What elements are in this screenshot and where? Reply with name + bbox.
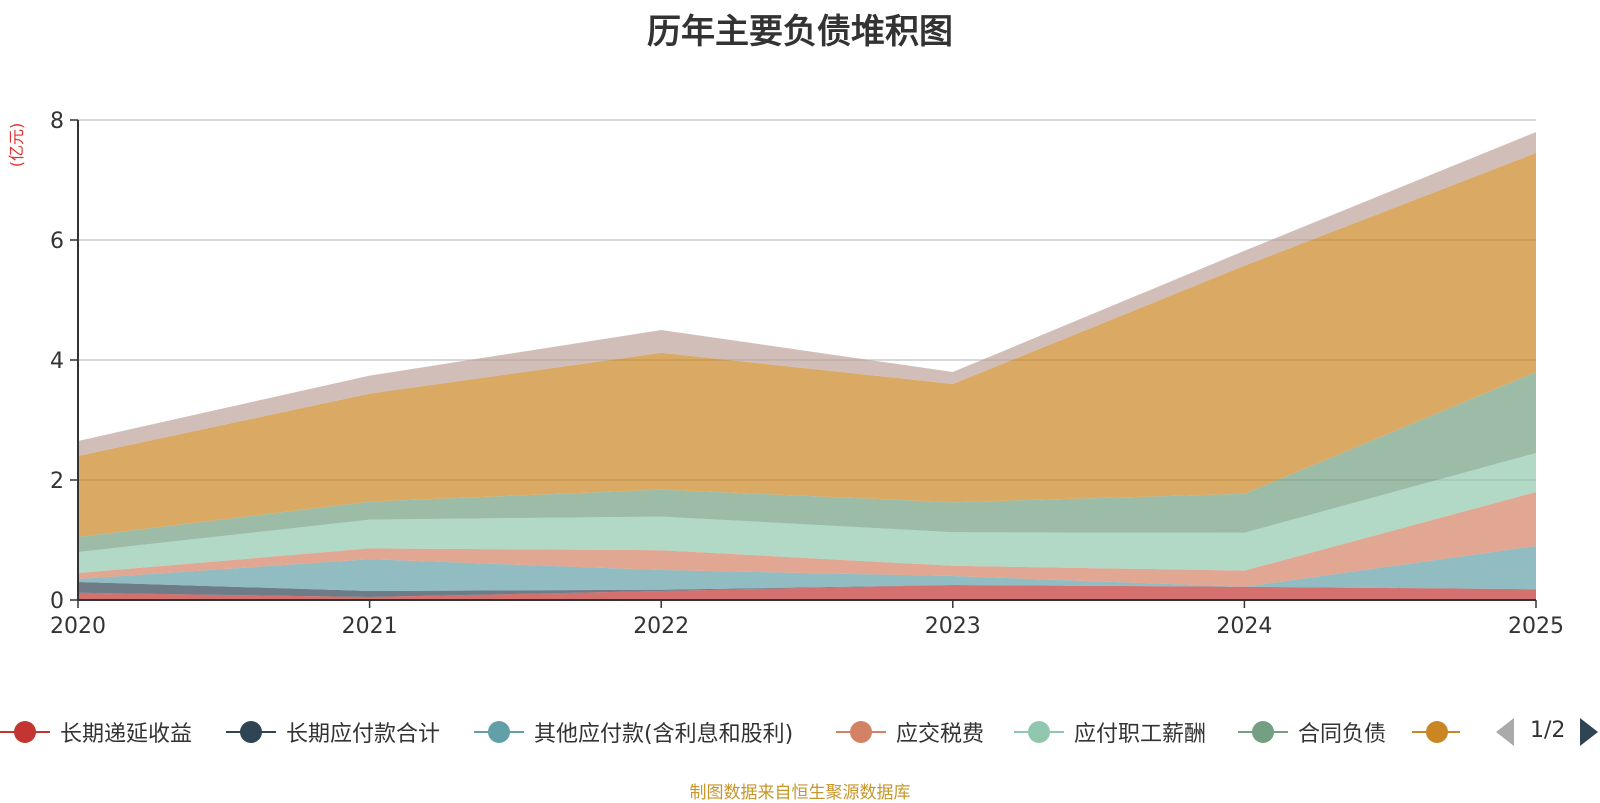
area-series-3[interactable] bbox=[78, 492, 1536, 587]
legend-marker-icon bbox=[226, 720, 276, 744]
area-series-2[interactable] bbox=[78, 546, 1536, 591]
x-tick-label: 2021 bbox=[342, 614, 398, 639]
y-tick-label: 6 bbox=[50, 229, 64, 254]
chart-plot: 0 2 4 6 8 2020 2021 2022 2023 2024 2025 (亿元) bbox=[7, 109, 1564, 639]
area-series-5[interactable] bbox=[78, 372, 1536, 552]
legend-item[interactable]: 长期应付款合计 bbox=[226, 716, 440, 748]
y-axis-label: (亿元) bbox=[7, 123, 26, 168]
area-series-7[interactable] bbox=[78, 132, 1536, 456]
page-indicator: 1/2 bbox=[1530, 718, 1566, 743]
x-tick-label: 2022 bbox=[633, 614, 689, 639]
legend-marker-icon bbox=[836, 720, 886, 744]
area-series-1[interactable] bbox=[78, 582, 1536, 597]
x-tick-label: 2024 bbox=[1216, 614, 1272, 639]
x-tick-label: 2020 bbox=[50, 614, 106, 639]
legend-label: 合同负债 bbox=[1298, 722, 1387, 747]
x-tick-label: 2025 bbox=[1508, 614, 1564, 639]
legend-label: 长期递延收益 bbox=[60, 722, 193, 747]
legend-label: 长期应付款合计 bbox=[286, 722, 441, 747]
legend-marker-icon bbox=[1014, 720, 1064, 744]
legend-label: 应付职工薪酬 bbox=[1074, 722, 1207, 747]
legend-item[interactable]: 其他应付款(含利息和股利) bbox=[474, 716, 793, 748]
legend-items: 长期递延收益 长期应付款合计 其他应付款(含利息和股利) 应交税费 应付职工薪酬 合同负债… bbox=[0, 716, 1460, 748]
legend-item[interactable]: 合同负债 bbox=[1238, 716, 1386, 748]
legend-marker-icon bbox=[474, 720, 524, 744]
legend-item[interactable]: 长期递延收益 bbox=[0, 716, 192, 748]
legend-pager: 1/2 bbox=[1496, 716, 1600, 748]
area-series-4[interactable] bbox=[78, 453, 1536, 573]
stacked-areas bbox=[78, 132, 1536, 600]
prev-page-icon[interactable] bbox=[1496, 718, 1514, 746]
legend-label: 应交税费 bbox=[896, 722, 985, 747]
source-note: 制图数据来自恒生聚源数据库 bbox=[689, 783, 911, 803]
area-series-6[interactable] bbox=[78, 153, 1536, 537]
y-tick-label: 0 bbox=[50, 589, 64, 614]
legend-marker-icon bbox=[1412, 720, 1460, 744]
axes: 0 2 4 6 8 2020 2021 2022 2023 2024 2025 bbox=[50, 109, 1564, 639]
legend-label: 其他应付款(含利息和股利) bbox=[534, 722, 794, 747]
area-series-0[interactable] bbox=[78, 585, 1536, 600]
legend-item[interactable]: 应付账款 bbox=[1412, 716, 1460, 748]
x-tick-label: 2023 bbox=[925, 614, 981, 639]
y-tick-label: 4 bbox=[50, 349, 64, 374]
legend-item[interactable]: 应交税费 bbox=[836, 716, 984, 748]
chart-title: 历年主要负债堆积图 bbox=[647, 12, 953, 52]
y-tick-label: 2 bbox=[50, 469, 64, 494]
legend: 长期递延收益 长期应付款合计 其他应付款(含利息和股利) 应交税费 应付职工薪酬 合同负债… bbox=[0, 716, 1600, 748]
y-tick-label: 8 bbox=[50, 109, 64, 134]
next-page-icon[interactable] bbox=[1580, 718, 1598, 746]
legend-marker-icon bbox=[1238, 720, 1288, 744]
legend-marker-icon bbox=[0, 720, 50, 744]
legend-item[interactable]: 应付职工薪酬 bbox=[1014, 716, 1206, 748]
